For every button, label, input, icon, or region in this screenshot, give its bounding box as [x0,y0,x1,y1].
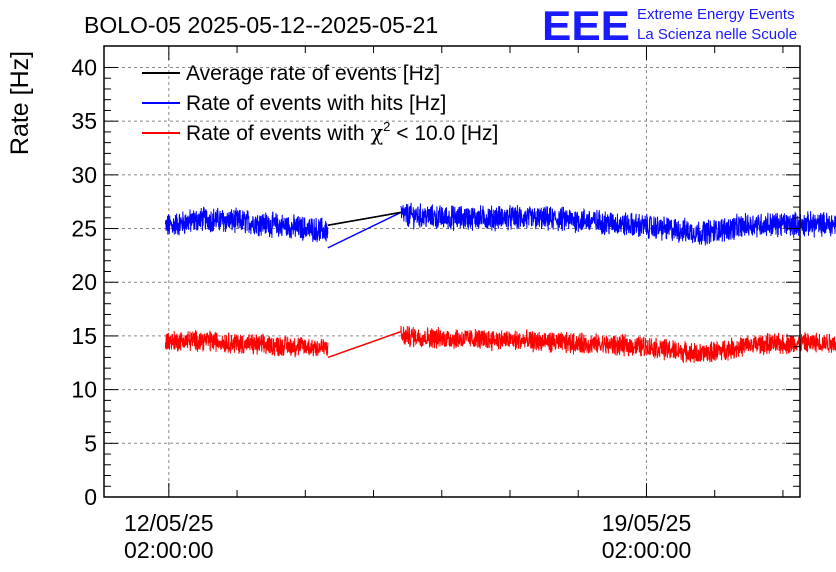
series-gap-line-hits [327,211,402,249]
series-line-average-top [327,211,401,227]
eee-logo-line2: La Scienza nelle Scuole [637,26,797,43]
y-tick-label: 5 [84,430,97,456]
eee-logo-mark: EEE [542,2,630,49]
x-tick-label-time: 02:00:00 [602,537,692,563]
legend-label-average: Average rate of events [Hz] [186,62,440,85]
axes: 051015202530354012/05/2502:00:0019/05/25… [71,45,801,563]
eee-logo: EEE Extreme Energy Events La Scienza nel… [542,2,797,49]
series-line-hits-segment-1 [164,206,329,243]
legend-label-chi2: Rate of events with χ2 < 10.0 [Hz] [186,119,498,145]
legend-label-chi2-symbol: χ [370,121,383,145]
legend-label-chi2-sup: 2 [383,119,390,134]
grid-lines [104,46,800,497]
series-line-hits-segment-2 [400,202,836,246]
y-tick-label: 35 [71,108,97,134]
eee-logo-line1: Extreme Energy Events [637,6,795,23]
y-tick-label: 0 [84,484,97,510]
legend-label-chi2-prefix: Rate of events with [186,122,370,145]
y-tick-label: 40 [71,54,97,80]
series-line-chi2-segment-1 [164,329,329,358]
y-tick-label: 10 [71,377,97,403]
legend-label-hits: Rate of events with hits [Hz] [186,92,446,115]
y-tick-label: 20 [71,269,97,295]
chart-title: BOLO-05 2025-05-12--2025-05-21 [84,12,438,38]
series-layer [164,202,836,363]
series-line-chi2-segment-2 [400,325,836,363]
legend-label-chi2-suffix: < 10.0 [Hz] [390,122,498,145]
y-tick-label: 15 [71,323,97,349]
y-axis-label: Rate [Hz] [6,51,34,155]
x-tick-label-date: 19/05/25 [602,510,692,536]
y-tick-label: 30 [71,162,97,188]
x-tick-label-time: 02:00:00 [124,537,214,563]
x-tick-label-date: 12/05/25 [124,510,214,536]
series-gap-line-chi2 [327,330,402,359]
y-tick-label: 25 [71,216,97,242]
legend: Average rate of events [Hz] Rate of even… [142,62,498,145]
